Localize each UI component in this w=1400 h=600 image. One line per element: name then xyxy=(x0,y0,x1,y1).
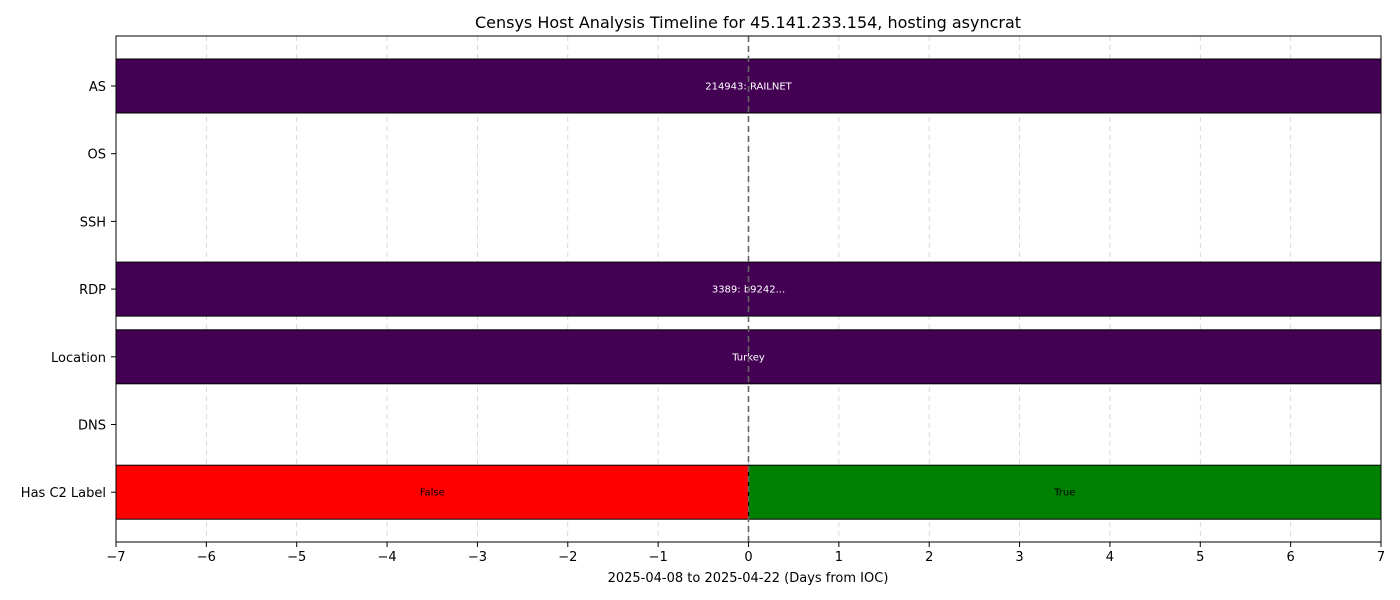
y-tick-label: AS xyxy=(89,80,106,95)
x-tick-label: 4 xyxy=(1106,550,1114,565)
x-tick-label: 3 xyxy=(1015,550,1023,565)
y-axis: AS OS SSH RDP Location DNS Has C2 Label xyxy=(21,80,116,501)
x-tick-label: 6 xyxy=(1287,550,1295,565)
x-tick-label: 7 xyxy=(1377,550,1385,565)
x-tick-label: −1 xyxy=(649,550,668,565)
bar-label: True xyxy=(1053,488,1075,499)
y-tick-label: OS xyxy=(88,148,106,163)
y-tick-label: SSH xyxy=(80,215,106,230)
timeline-bar xyxy=(115,464,749,520)
x-tick-label: −6 xyxy=(197,550,216,565)
bar-label: False xyxy=(420,488,445,499)
y-tick-label: Location xyxy=(51,351,106,366)
x-tick-label: 0 xyxy=(744,550,752,565)
x-axis: −7 −6 −5 −4 −3 −2 −1 0 1 2 3 4 5 6 7 xyxy=(106,542,1385,565)
chart-title: Censys Host Analysis Timeline for 45.141… xyxy=(475,13,1021,32)
x-tick-label: 1 xyxy=(835,550,843,565)
x-axis-label: 2025-04-08 to 2025-04-22 (Days from IOC) xyxy=(608,571,889,586)
x-tick-label: −5 xyxy=(287,550,306,565)
x-tick-label: 5 xyxy=(1196,550,1204,565)
x-tick-label: 2 xyxy=(925,550,933,565)
y-tick-label: RDP xyxy=(79,283,106,298)
x-tick-label: −3 xyxy=(468,550,487,565)
x-tick-label: −4 xyxy=(377,550,396,565)
timeline-bar xyxy=(748,464,1382,520)
x-tick-label: −7 xyxy=(106,550,125,565)
x-tick-label: −2 xyxy=(558,550,577,565)
y-tick-label: Has C2 Label xyxy=(21,486,106,501)
y-tick-label: DNS xyxy=(78,419,106,434)
